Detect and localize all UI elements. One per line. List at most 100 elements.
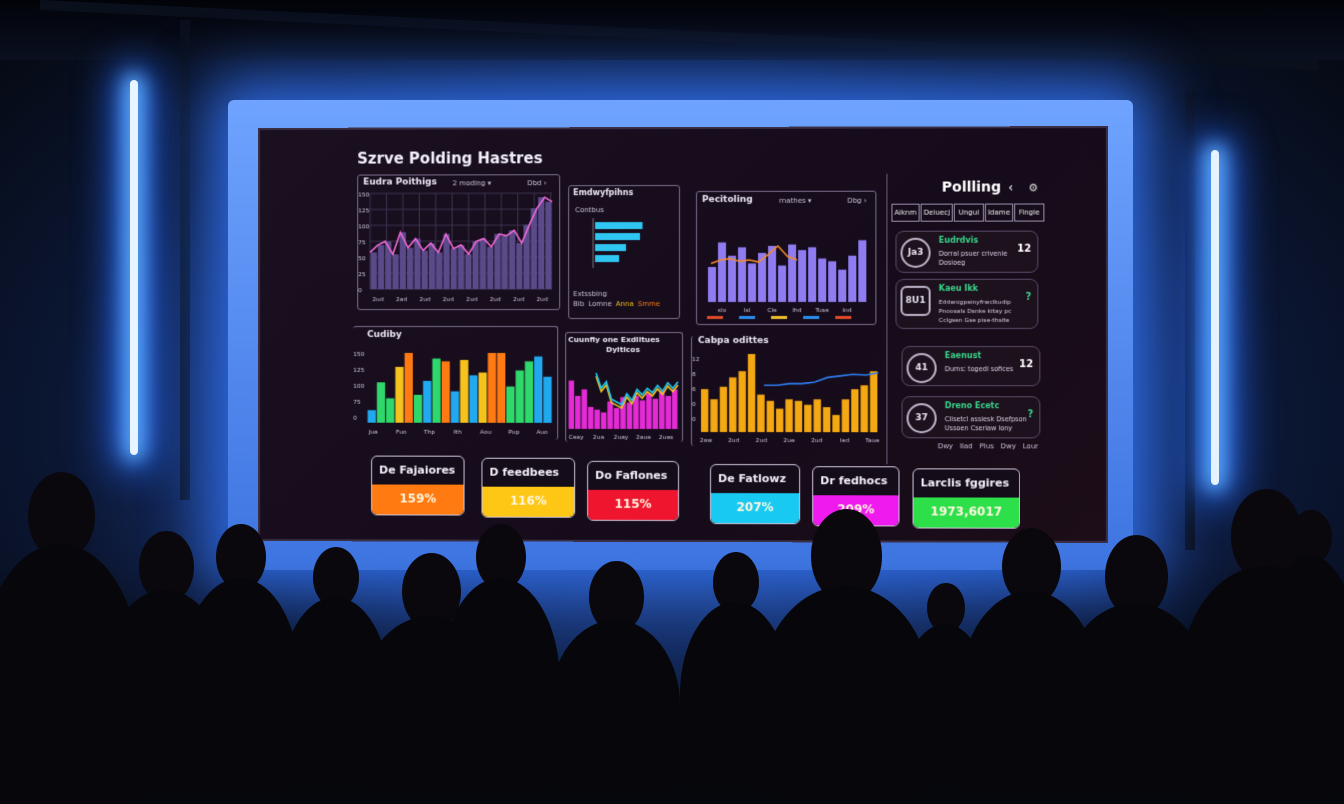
trend-filter-dropdown[interactable]: 2 moding ▾ (453, 179, 492, 187)
bar (395, 367, 403, 423)
poll-card-title: Eaenust (945, 351, 981, 360)
dashboard-title: Szrve Polding Hastres (357, 149, 542, 167)
y-tick-label: 0 (358, 287, 362, 294)
orange-line (764, 373, 878, 386)
bar (432, 359, 440, 423)
legend-item: Anna (616, 300, 634, 308)
bar (502, 236, 508, 289)
bar (832, 415, 839, 432)
bar (405, 353, 413, 423)
bar (767, 401, 774, 432)
bar (429, 243, 435, 289)
hbar-panel-title: Emdwyfpihns (573, 188, 633, 197)
poll-card-icon: 8U1 (900, 286, 930, 316)
x-tick-label: 2ud (419, 296, 431, 303)
kpi-label: Do Faflones (588, 462, 678, 490)
bar (614, 408, 619, 429)
legend-swatch (739, 316, 755, 319)
y-tick-label: 50 (358, 255, 366, 262)
tab-idame[interactable]: Idame (985, 204, 1013, 222)
bar (487, 247, 493, 289)
bar (838, 270, 846, 302)
bar (739, 371, 746, 432)
bar (575, 396, 580, 429)
gear-icon[interactable]: ⚙ (1028, 181, 1038, 194)
poll-card[interactable]: 41 Eaenust Dums: togedi sofices 12 (901, 346, 1040, 386)
bar (414, 395, 422, 423)
bar (861, 385, 868, 432)
poll-card-desc: Dums: togedi sofices (945, 365, 1031, 374)
audience-person (550, 620, 680, 790)
bar (516, 243, 522, 289)
x-tick-label: Cle (767, 307, 777, 314)
poll-card[interactable]: 8U1 Kaeu Ikk Eddenigpeinyfrwclkudip Pnoo… (895, 279, 1038, 329)
area-panel-title: Cuunfiy one Exdiltues (568, 335, 660, 344)
x-tick-label: 2ud (513, 296, 525, 303)
bar (594, 410, 599, 429)
bar (653, 399, 658, 429)
polls-control[interactable]: Dbg › (847, 197, 866, 205)
tab-aiknm[interactable]: Aiknm (891, 204, 919, 222)
bar (386, 398, 394, 422)
hbar (595, 255, 619, 262)
y-tick-label: 150 (358, 191, 370, 198)
poll-card[interactable]: Ja3 Eudrdvis Dorral psuer crivenie Dosio… (895, 231, 1038, 273)
dashboard-screen: Szrve Polding Hastres Eudra Poithigs 2 m… (258, 126, 1108, 543)
bar (377, 382, 385, 422)
bar (823, 407, 830, 432)
tab-ungui[interactable]: Ungui (954, 204, 984, 222)
polls-filter-dropdown[interactable]: rnathes ▾ (779, 197, 811, 205)
kpi-value: 159% (372, 484, 463, 515)
footer-label: Ilad (960, 442, 973, 450)
bar (465, 254, 471, 289)
bar (423, 381, 431, 423)
bar (451, 249, 457, 289)
bar (848, 256, 856, 302)
poll-card[interactable]: 37 Dreno Ecetc Clisetcl assiesk Dsefpson… (901, 396, 1040, 438)
x-tick-label: Ied (840, 437, 849, 444)
poll-card-desc: Dorral psuer crivenie Dosioeg (939, 250, 1025, 268)
led-light-strip (130, 80, 138, 455)
kpi-value: 207% (711, 493, 799, 524)
y-tick-label: 100 (353, 383, 365, 390)
y-tick-label: 0 (692, 401, 696, 408)
bar (785, 399, 792, 432)
bar (757, 395, 764, 432)
x-tick-label: xlo (718, 307, 727, 314)
tab-deiuecj[interactable]: Deiuecj (921, 204, 953, 222)
bar (710, 399, 717, 432)
bar (371, 252, 377, 289)
x-tick-label: Jua (368, 429, 378, 436)
bar (458, 245, 464, 289)
bar (436, 252, 442, 289)
wall-pillar (180, 20, 190, 500)
bar (525, 361, 533, 423)
y-tick-label: 100 (358, 223, 370, 230)
bar (798, 250, 806, 302)
chevron-left-icon[interactable]: ‹ (1008, 180, 1013, 195)
poll-card-icon: 37 (907, 403, 937, 433)
bar (659, 390, 664, 428)
bar (640, 400, 645, 429)
x-tick-label: Ceay (569, 434, 584, 441)
bar (720, 387, 727, 432)
bar (851, 389, 858, 432)
poll-card-icon: Ja3 (900, 238, 930, 268)
trend-control[interactable]: Dbd › (527, 179, 546, 187)
poll-card-title: Eudrdvis (939, 236, 979, 245)
bar (601, 412, 606, 428)
x-tick-label: 2uay (614, 434, 629, 441)
x-tick-label: 2aue (636, 434, 651, 441)
x-tick-label: Pup (508, 429, 519, 436)
tab-fingie[interactable]: Fingie (1014, 203, 1044, 221)
